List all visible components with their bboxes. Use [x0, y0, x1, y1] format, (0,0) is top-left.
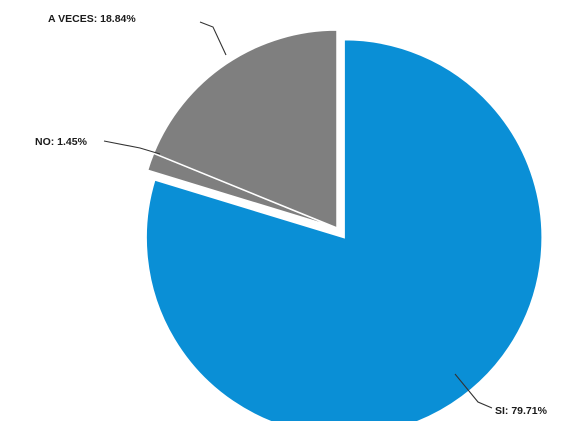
slice-si — [145, 38, 543, 421]
label-si: SI: 79.71% — [495, 405, 548, 417]
slice-a-veces — [152, 29, 338, 230]
pie-slices — [145, 29, 543, 421]
leader-line-no — [103, 140, 161, 155]
label-no: NO: 1.45% — [35, 136, 88, 148]
leader-line-si — [454, 373, 493, 409]
label-a-veces: A VECES: 18.84% — [48, 13, 136, 25]
leader-line-a-veces — [199, 21, 227, 56]
